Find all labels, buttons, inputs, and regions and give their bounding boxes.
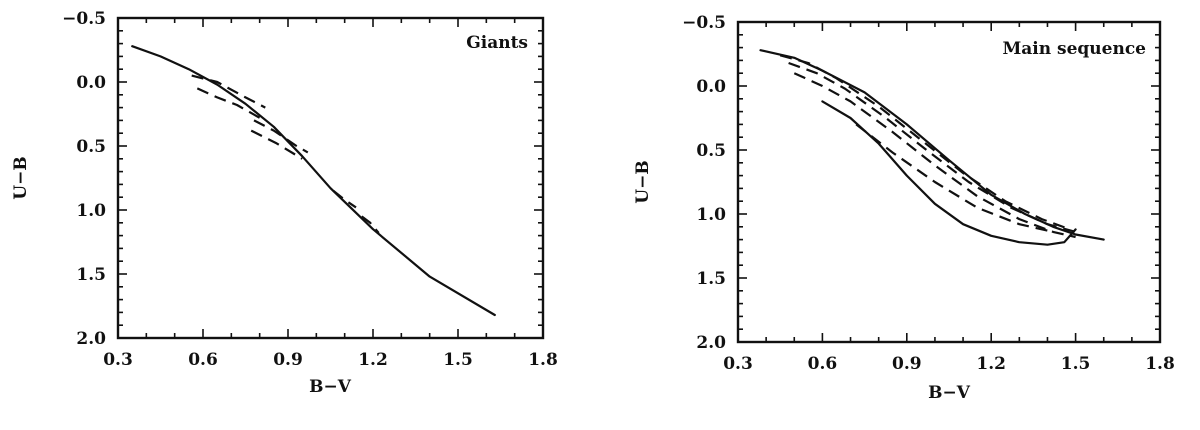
- series-line-main-sequence-3: [779, 54, 1071, 231]
- y-tick-label-giants: 2.0: [76, 329, 106, 349]
- x-tick-label-main-sequence: 1.8: [1145, 354, 1175, 374]
- panel-main-sequence: 0.3 0.6 0.9 1.2 1.5 1.8 −0.5 0.0 0.5 1.0 1.5 2.0 Ma…: [633, 13, 1175, 403]
- ticks-main-sequence: [737, 21, 1161, 343]
- x-tick-label-main-sequence: 0.3: [723, 354, 753, 374]
- ticks-giants: [117, 17, 544, 339]
- y-tick-label-main-sequence: 0.0: [696, 77, 726, 97]
- y-tick-label-main-sequence: 1.5: [696, 269, 726, 289]
- series-line-main-sequence-1: [759, 49, 1105, 241]
- tick-labels-main-sequence: 0.3 0.6 0.9 1.2 1.5 1.8 −0.5 0.0 0.5 1.0 1.5 2.0: [682, 13, 1175, 374]
- series-line-giants-2: [191, 74, 266, 109]
- x-tick-label-main-sequence: 0.9: [892, 354, 922, 374]
- y-tick-label-main-sequence: 2.0: [696, 333, 726, 353]
- x-tick-label-giants: 0.6: [188, 350, 218, 370]
- series-line-giants-1: [131, 45, 496, 317]
- series-line-main-sequence-2: [821, 100, 1077, 246]
- panel-giants: 0.3 0.6 0.9 1.2 1.5 1.8 −0.5 0.0 0.5 1.0 1.5 2.0 Gi…: [11, 9, 558, 397]
- x-tick-label-giants: 1.2: [358, 350, 388, 370]
- plot-frame-main-sequence: [736, 20, 1162, 344]
- series-line-main-sequence-6: [855, 123, 1054, 233]
- y-tick-label-giants: 1.0: [76, 201, 106, 221]
- series-line-main-sequence-4: [788, 61, 1076, 233]
- x-tick-label-main-sequence: 0.6: [808, 354, 838, 374]
- series-line-giants-6: [332, 189, 357, 209]
- y-axis-title-main-sequence: U−B: [633, 160, 653, 203]
- y-tick-label-giants: −0.5: [62, 9, 106, 29]
- series-line-giants-4: [253, 119, 309, 154]
- y-tick-label-giants: 0.5: [76, 137, 106, 157]
- x-tick-label-main-sequence: 1.2: [976, 354, 1006, 374]
- y-tick-label-main-sequence: 0.5: [696, 141, 726, 161]
- series-line-giants-3: [196, 87, 261, 119]
- x-tick-label-main-sequence: 1.5: [1061, 354, 1091, 374]
- y-tick-label-giants: 1.5: [76, 265, 106, 285]
- x-axis-title-giants: B−V: [309, 377, 352, 397]
- x-tick-label-giants: 1.5: [443, 350, 473, 370]
- tick-labels-giants: 0.3 0.6 0.9 1.2 1.5 1.8 −0.5 0.0 0.5 1.0 1.5 2.0: [62, 9, 558, 370]
- series-group-giants: [131, 45, 496, 317]
- y-tick-label-main-sequence: −0.5: [682, 13, 726, 33]
- series-group-main-sequence: [759, 49, 1105, 246]
- panel-label-giants: Giants: [466, 33, 528, 53]
- panel-label-main-sequence: Main sequence: [1002, 39, 1146, 59]
- x-tick-label-giants: 0.3: [103, 350, 133, 370]
- x-tick-label-giants: 0.9: [273, 350, 303, 370]
- plot-frame-giants: [116, 16, 545, 340]
- x-axis-title-main-sequence: B−V: [928, 383, 971, 403]
- y-tick-label-giants: 0.0: [76, 73, 106, 93]
- series-line-main-sequence-5: [793, 72, 1076, 239]
- series-line-giants-5: [250, 129, 303, 160]
- y-axis-title-giants: U−B: [11, 156, 31, 199]
- x-tick-label-giants: 1.8: [528, 350, 558, 370]
- series-line-giants-7: [361, 215, 380, 234]
- y-tick-label-main-sequence: 1.0: [696, 205, 726, 225]
